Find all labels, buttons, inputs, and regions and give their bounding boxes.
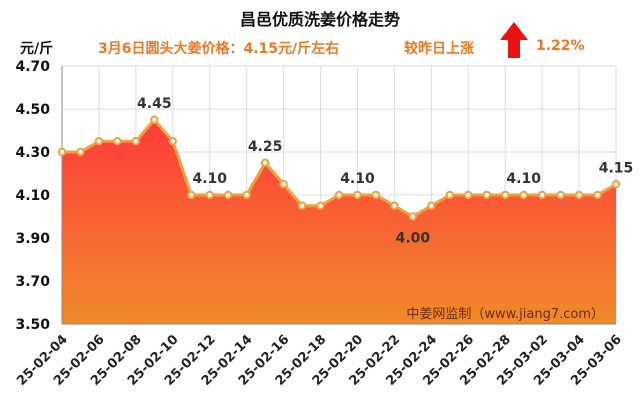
y-tick-label: 4.70 bbox=[15, 59, 50, 75]
data-point bbox=[574, 190, 584, 200]
y-tick-label: 4.50 bbox=[15, 102, 50, 118]
data-point bbox=[113, 137, 122, 146]
data-point bbox=[279, 180, 288, 189]
data-point bbox=[224, 190, 233, 200]
data-point bbox=[297, 201, 307, 210]
data-label: 4.25 bbox=[248, 139, 283, 155]
y-tick-label: 3.70 bbox=[15, 274, 50, 290]
data-point bbox=[316, 201, 325, 210]
y-tick-label: 3.90 bbox=[15, 231, 50, 247]
series-area bbox=[62, 119, 616, 324]
y-tick-label: 3.50 bbox=[15, 317, 50, 333]
up-arrow-icon bbox=[500, 22, 528, 58]
data-point bbox=[76, 147, 85, 157]
data-point bbox=[131, 137, 141, 146]
data-point bbox=[611, 180, 621, 189]
data-point bbox=[537, 190, 547, 200]
data-point bbox=[205, 190, 214, 200]
data-point bbox=[501, 190, 510, 200]
data-label: 4.10 bbox=[506, 171, 541, 187]
data-point bbox=[390, 201, 399, 210]
change-label: 较昨日上涨 bbox=[404, 41, 474, 57]
data-point bbox=[408, 212, 418, 221]
data-point bbox=[57, 147, 67, 157]
data-point bbox=[445, 190, 454, 200]
data-label: 4.10 bbox=[192, 171, 227, 187]
data-label: 4.00 bbox=[396, 231, 431, 247]
data-point bbox=[556, 190, 565, 200]
data-label: 4.10 bbox=[340, 171, 375, 187]
data-point bbox=[187, 190, 196, 200]
data-point bbox=[353, 190, 362, 200]
data-point bbox=[371, 190, 381, 200]
y-tick-label: 4.30 bbox=[15, 145, 50, 161]
data-point bbox=[593, 190, 602, 200]
change-value: 1.22% bbox=[536, 38, 585, 54]
data-point bbox=[168, 137, 178, 146]
data-point bbox=[334, 190, 344, 200]
data-point bbox=[242, 190, 251, 200]
data-point bbox=[260, 158, 270, 167]
data-point bbox=[94, 137, 104, 146]
chart-title: 昌邑优质洗姜价格走势 bbox=[239, 10, 400, 29]
data-point bbox=[482, 190, 491, 200]
data-label: 4.15 bbox=[599, 160, 634, 176]
data-point bbox=[427, 201, 436, 210]
watermark: 中姜网监制（www.jiang7.com） bbox=[406, 307, 604, 322]
y-axis-unit-label: 元/斤 bbox=[20, 41, 54, 57]
y-tick-label: 4.10 bbox=[15, 188, 50, 204]
data-point bbox=[519, 190, 528, 200]
data-point bbox=[150, 115, 159, 124]
chart-subtitle: 3月6日圆头大姜价格：4.15元/斤左右 bbox=[98, 41, 340, 57]
data-point bbox=[464, 190, 473, 200]
data-label: 4.45 bbox=[137, 96, 172, 112]
